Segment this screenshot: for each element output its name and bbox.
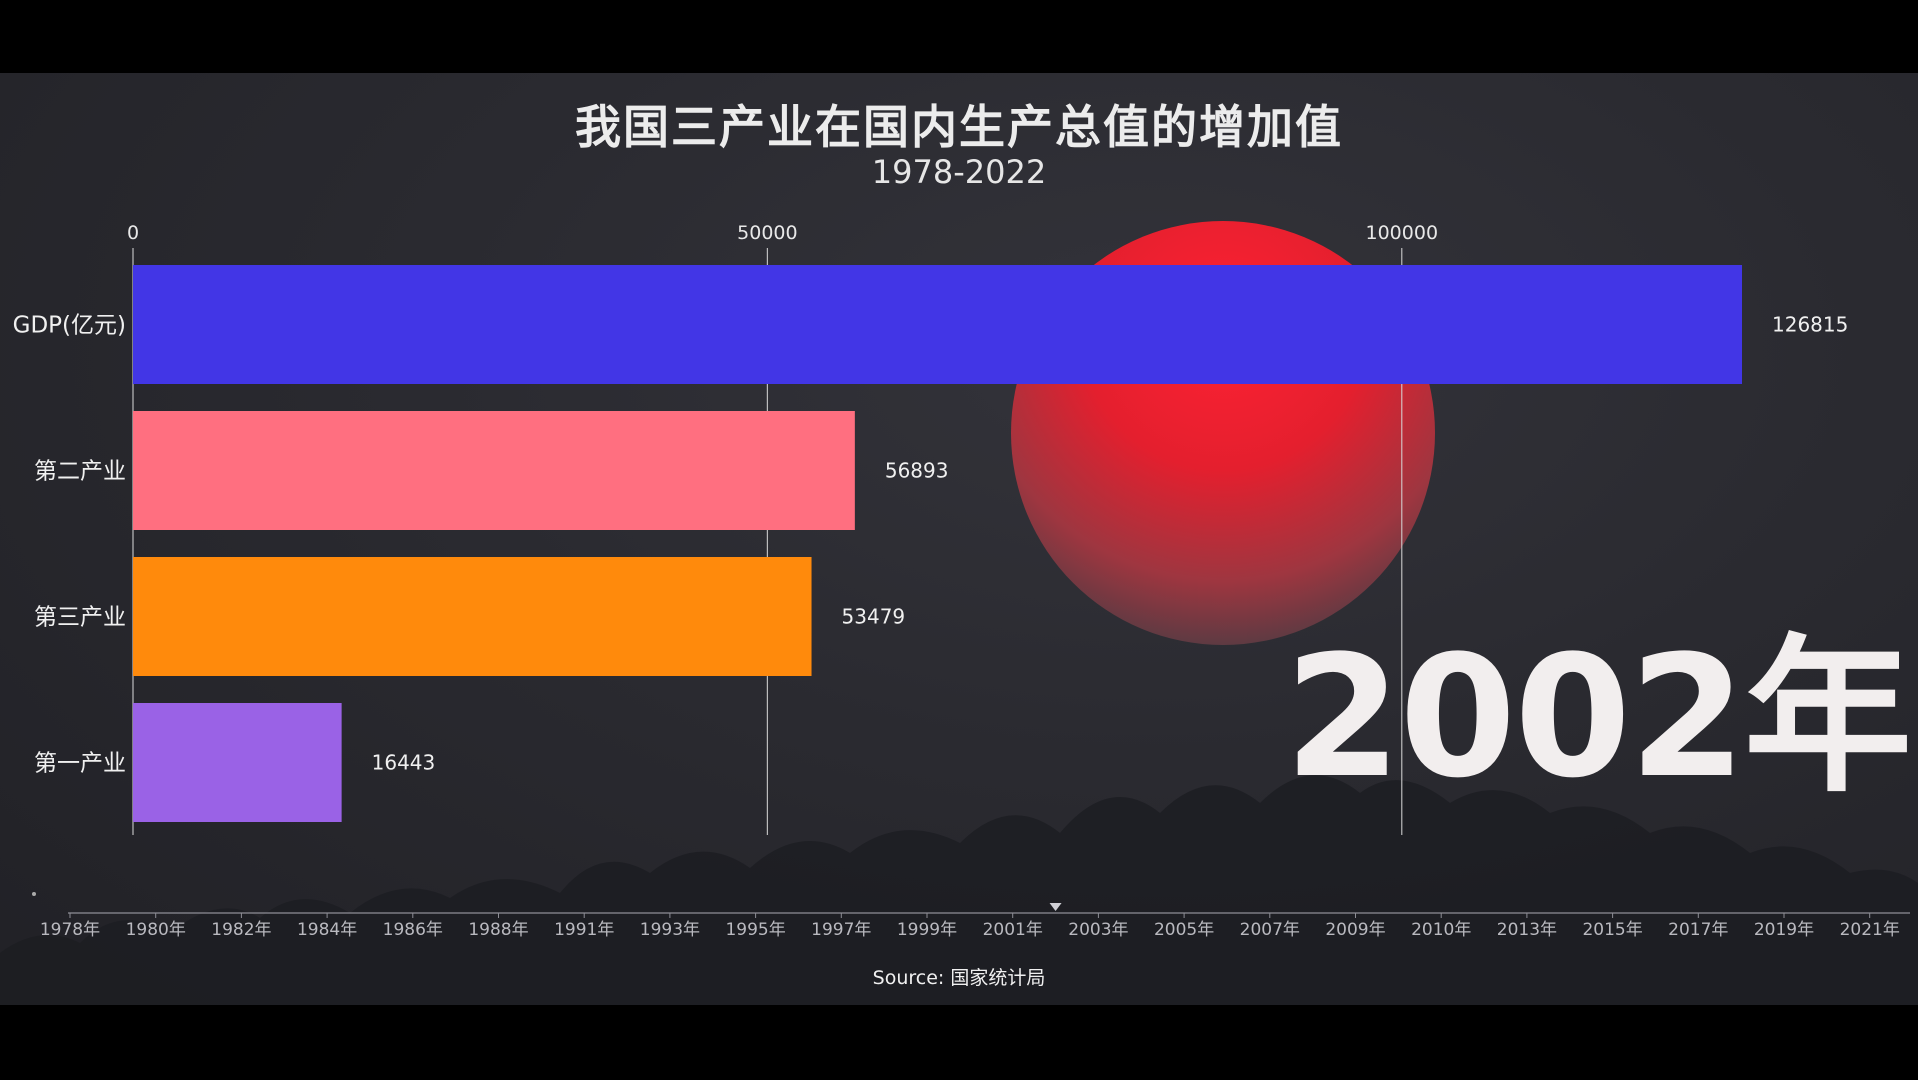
timeline-label[interactable]: 2021年 (1840, 920, 1900, 940)
value-label: 126815 (1772, 313, 1848, 337)
chart-title: 我国三产业在国内生产总值的增加值 (575, 100, 1343, 154)
bars: GDP(亿元) 126815 第二产业 56893 第三产业 53479 第一产业 16443 (13, 265, 1848, 822)
timeline-label[interactable]: 2019年 (1754, 920, 1814, 940)
timeline-label[interactable]: 2013年 (1497, 920, 1557, 940)
bar (133, 703, 342, 822)
value-label: 16443 (372, 751, 436, 775)
timeline-label[interactable]: 1991年 (554, 920, 614, 940)
category-label: GDP(亿元) (13, 313, 126, 339)
timeline-label[interactable]: 1978年 (40, 920, 100, 940)
x-axis-ticks: 0 50000 100000 (127, 222, 1438, 244)
timeline-label[interactable]: 2001年 (983, 920, 1043, 940)
chart-stage: 0 50000 100000 GDP(亿元) 126815 第二产业 56893 第三产业 5… (0, 73, 1918, 1005)
bar (133, 411, 855, 530)
bar-chart: 0 50000 100000 GDP(亿元) 126815 第二产业 56893 第三产业 5… (0, 221, 1918, 1005)
treeline-decoration (0, 775, 1918, 1005)
timeline-label[interactable]: 2010年 (1411, 920, 1471, 940)
timeline-marker[interactable] (1049, 903, 1062, 911)
timeline-label[interactable]: 2015年 (1582, 920, 1642, 940)
bar (133, 265, 1742, 384)
timeline-label[interactable]: 2007年 (1240, 920, 1300, 940)
x-tick-label: 100000 (1366, 222, 1439, 244)
bar (133, 557, 812, 676)
timeline-label[interactable]: 1999年 (897, 920, 957, 940)
timeline-label[interactable]: 1984年 (297, 920, 357, 940)
timeline-label[interactable]: 1988年 (468, 920, 528, 940)
timeline-label[interactable]: 1995年 (725, 920, 785, 940)
category-label: 第一产业 (34, 751, 126, 777)
timeline-label[interactable]: 1997年 (811, 920, 871, 940)
category-label: 第三产业 (34, 605, 126, 631)
x-tick-label: 50000 (737, 222, 797, 244)
chart-subtitle: 1978-2022 (871, 153, 1047, 191)
value-label: 53479 (842, 605, 906, 629)
timeline-label[interactable]: 1993年 (640, 920, 700, 940)
timeline-label[interactable]: 2005年 (1154, 920, 1214, 940)
timeline-label[interactable]: 2009年 (1325, 920, 1385, 940)
timeline: 1978年 1980年 1982年 1984年 1986年 1988年 1991年 1993年… (32, 892, 1910, 940)
x-tick-label: 0 (127, 222, 139, 244)
timeline-start-dot (32, 892, 36, 896)
timeline-label[interactable]: 1982年 (211, 920, 271, 940)
timeline-label[interactable]: 1980年 (126, 920, 186, 940)
category-label: 第二产业 (34, 459, 126, 485)
value-label: 56893 (885, 459, 949, 483)
current-year-label: 2002年 (1284, 619, 1912, 815)
timeline-label[interactable]: 1986年 (383, 920, 443, 940)
timeline-label[interactable]: 2003年 (1068, 920, 1128, 940)
source-label: Source: 国家统计局 (872, 967, 1046, 989)
timeline-label[interactable]: 2017年 (1668, 920, 1728, 940)
